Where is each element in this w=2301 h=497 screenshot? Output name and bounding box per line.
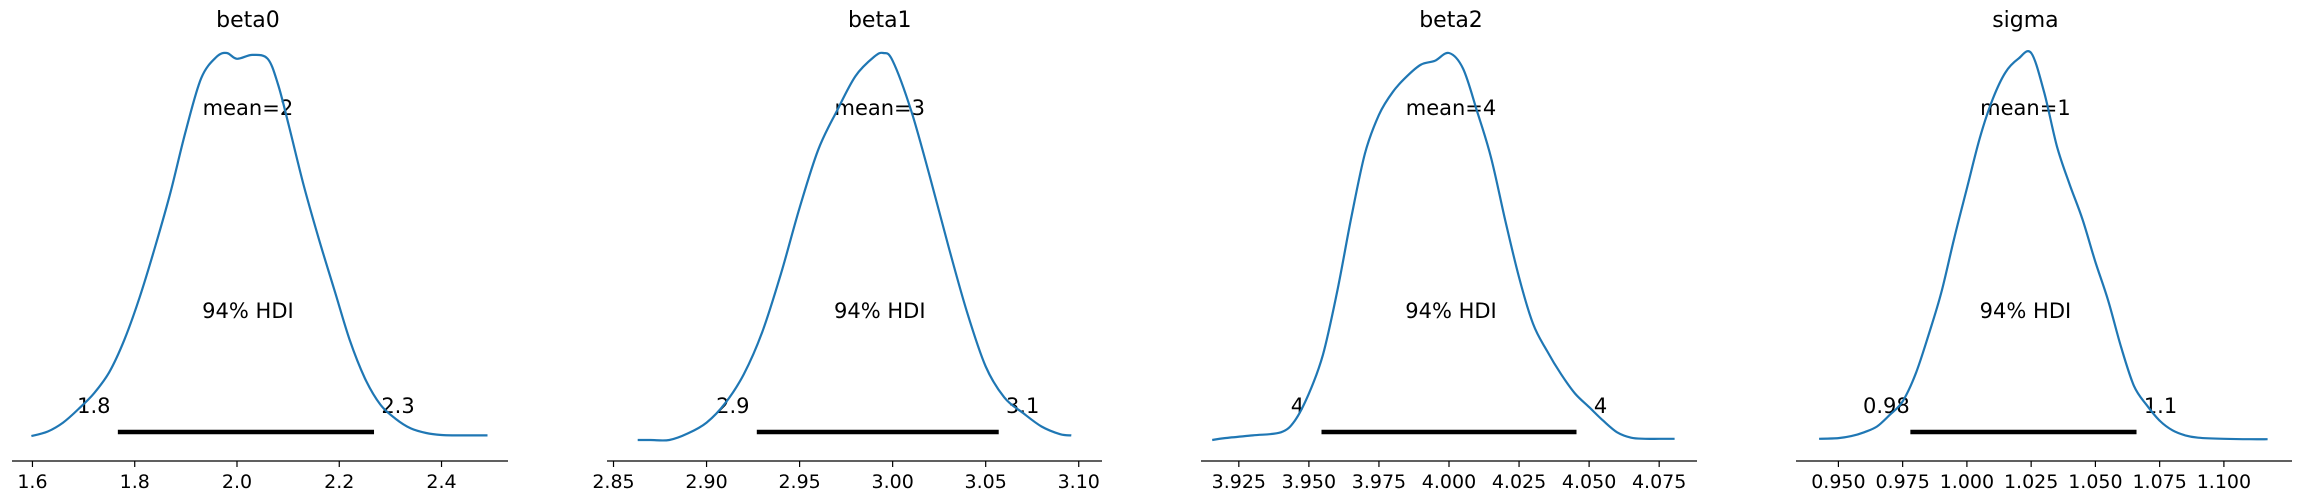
x-tick-label: 2.2: [324, 471, 354, 493]
x-tick-label: 3.950: [1282, 471, 1336, 493]
x-axis-ticks: 2.85 2.90 2.95 3.00 3.05 3.10: [592, 461, 1100, 493]
hdi-low-label: 2.9: [716, 394, 749, 418]
x-tick-label: 2.95: [778, 471, 820, 493]
x-tick-label: 2.4: [426, 471, 456, 493]
hdi-low-label: 0.98: [1863, 394, 1910, 418]
hdi-label: 94% HDI: [834, 299, 926, 323]
hdi-high-label: 1.1: [2144, 394, 2177, 418]
x-tick-label: 2.90: [685, 471, 727, 493]
hdi-label: 94% HDI: [1405, 299, 1497, 323]
hdi-label: 94% HDI: [202, 299, 294, 323]
panel-title: beta1: [848, 8, 912, 33]
mean-label: mean=1: [1980, 96, 2071, 120]
hdi-high-label: 3.1: [1006, 394, 1039, 418]
x-tick-label: 4.075: [1632, 471, 1686, 493]
kde-density-line: [1819, 50, 2268, 441]
mean-label: mean=4: [1406, 96, 1497, 120]
x-tick-label: 3.05: [965, 471, 1007, 493]
kde-density-line: [1212, 51, 1675, 442]
x-axis-ticks: 0.950 0.975 1.000 1.025 1.050 1.075 1.100: [1811, 461, 2251, 493]
kde-density-line: [637, 51, 1072, 442]
x-tick-label: 3.00: [871, 471, 913, 493]
x-tick-label: 1.025: [2004, 471, 2058, 493]
x-tick-label: 1.6: [17, 471, 47, 493]
x-tick-label: 1.000: [1940, 471, 1994, 493]
panel-title: beta0: [216, 8, 280, 33]
x-tick-label: 1.050: [2068, 471, 2122, 493]
x-tick-label: 2.0: [222, 471, 252, 493]
x-tick-label: 1.8: [120, 471, 150, 493]
panel-title: sigma: [1992, 8, 2058, 33]
x-tick-label: 3.10: [1058, 471, 1100, 493]
hdi-high-label: 4: [1594, 394, 1607, 418]
x-tick-label: 4.050: [1562, 471, 1616, 493]
mean-label: mean=2: [203, 96, 294, 120]
panel-title: beta2: [1419, 8, 1483, 33]
panel-sigma: sigma mean=1 94% HDI 0.98 1.1 0.950 0.975…: [1796, 8, 2292, 493]
x-tick-label: 1.100: [2197, 471, 2251, 493]
hdi-label: 94% HDI: [1980, 299, 2072, 323]
panel-beta2: beta2 mean=4 94% HDI 4 4 3.925 3.950 3.975…: [1201, 8, 1697, 493]
x-tick-label: 1.075: [2132, 471, 2186, 493]
hdi-high-label: 2.3: [381, 394, 414, 418]
x-tick-label: 4.025: [1492, 471, 1546, 493]
x-tick-label: 2.85: [592, 471, 634, 493]
panel-beta0: beta0 mean=2 94% HDI 1.8 2.3 1.6 1.8 2.0 2.…: [12, 8, 508, 493]
kde-density-line: [31, 51, 488, 438]
x-tick-label: 0.950: [1811, 471, 1865, 493]
x-tick-label: 3.975: [1352, 471, 1406, 493]
x-axis-ticks: 3.925 3.950 3.975 4.000 4.025 4.050 4.075: [1212, 461, 1686, 493]
x-tick-label: 4.000: [1422, 471, 1476, 493]
x-axis-ticks: 1.6 1.8 2.0 2.2 2.4: [17, 461, 457, 493]
x-tick-label: 0.975: [1875, 471, 1929, 493]
panel-beta1: beta1 mean=3 94% HDI 2.9 3.1 2.85 2.90 2.9…: [592, 8, 1102, 493]
x-tick-label: 3.925: [1212, 471, 1266, 493]
